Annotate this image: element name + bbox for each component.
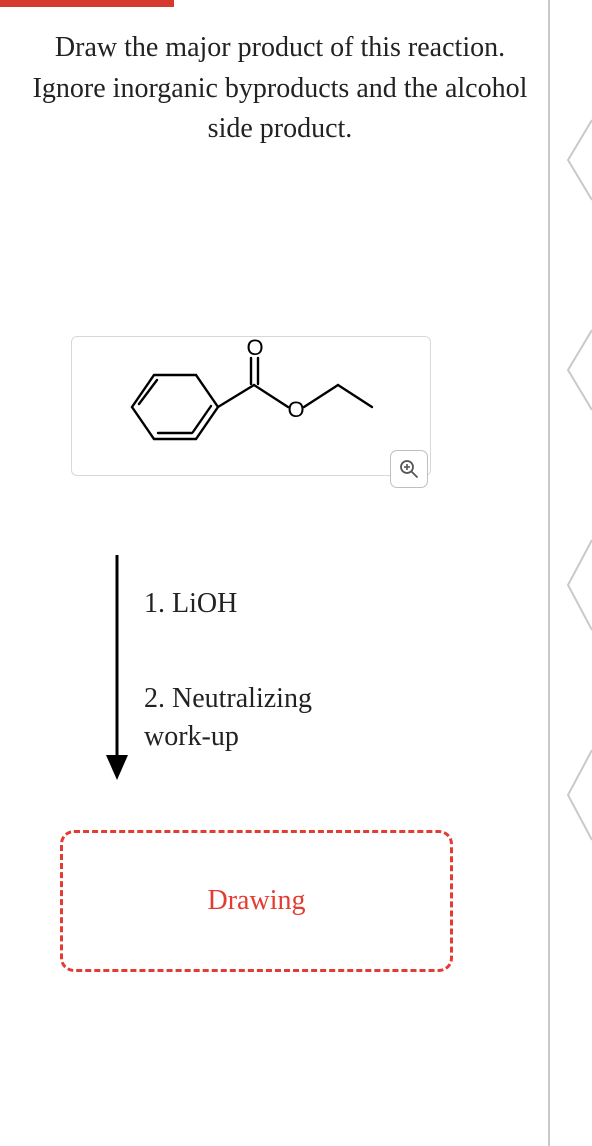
reagent-step-2-line2: work-up (144, 721, 239, 752)
adjacent-panel-edge (552, 0, 592, 1146)
reagent-step-2-line1: 2. Neutralizing (144, 683, 312, 714)
vertical-divider (548, 0, 550, 1146)
question-text: Draw the major product of this reaction.… (18, 28, 542, 150)
reagent-step-2: 2. Neutralizing work-up (144, 680, 312, 756)
top-accent-bar (0, 0, 174, 7)
zoom-button[interactable] (390, 450, 428, 488)
reaction-arrow (97, 555, 137, 780)
zoom-in-icon (399, 459, 419, 479)
reagent-step-1: 1. LiOH (144, 585, 237, 623)
product-drawing-area[interactable]: Drawing (60, 830, 453, 972)
molecule-svg: O O (72, 337, 432, 477)
ester-oxygen-label: O (287, 397, 304, 422)
carbonyl-oxygen-label: O (246, 337, 263, 360)
drawing-label: Drawing (208, 885, 306, 917)
starting-material-structure[interactable]: O O (71, 336, 431, 476)
